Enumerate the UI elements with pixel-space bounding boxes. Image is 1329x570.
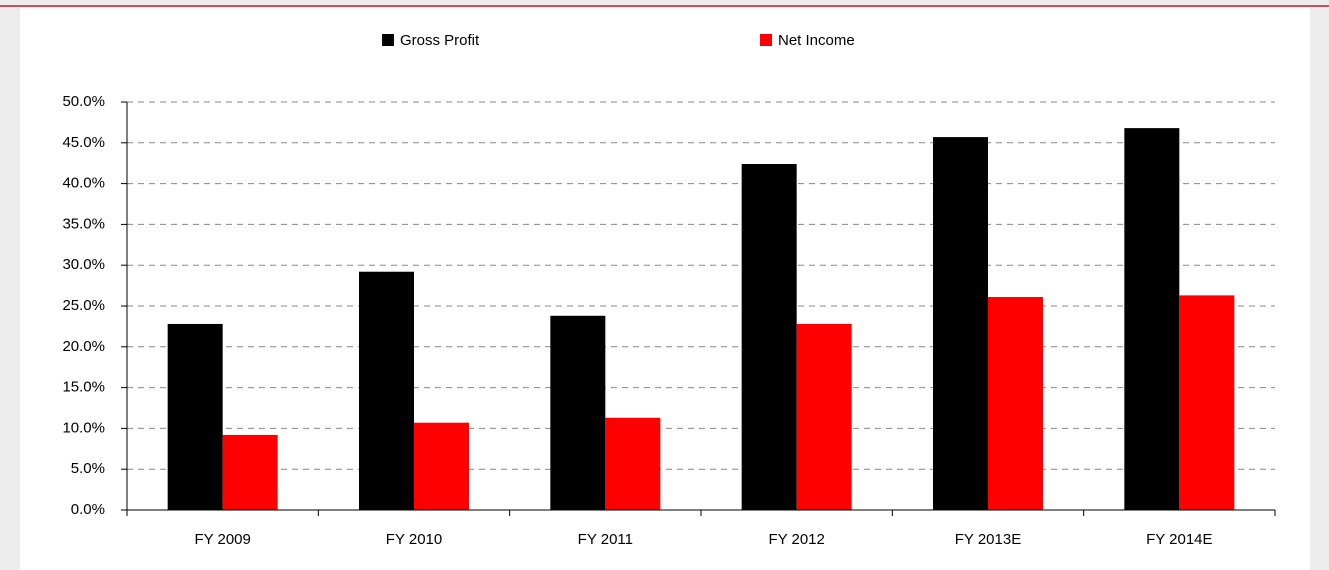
y-tick-label: 0.0% xyxy=(71,501,105,518)
bar xyxy=(988,297,1043,510)
bar xyxy=(933,137,988,510)
x-tick-label: FY 2013E xyxy=(955,531,1021,548)
y-tick-label: 50.0% xyxy=(62,93,105,110)
y-tick-label: 40.0% xyxy=(62,175,105,192)
bar xyxy=(550,315,606,510)
bar xyxy=(359,271,414,510)
legend-swatch xyxy=(382,34,394,46)
legend-swatch xyxy=(760,34,772,46)
y-tick-label: 45.0% xyxy=(62,134,105,151)
bar xyxy=(1124,128,1180,510)
y-tick-label: 25.0% xyxy=(62,297,105,314)
bar xyxy=(741,164,797,511)
y-tick-label: 20.0% xyxy=(62,338,105,355)
bar xyxy=(222,434,278,510)
y-tick-label: 15.0% xyxy=(62,379,105,396)
y-tick-label: 5.0% xyxy=(71,460,105,477)
y-tick-label: 10.0% xyxy=(62,419,105,436)
x-tick-label: FY 2010 xyxy=(386,531,442,548)
x-tick-label: FY 2014E xyxy=(1146,531,1212,548)
legend-label: Net Income xyxy=(778,32,855,49)
y-tick-label: 35.0% xyxy=(62,215,105,232)
bar xyxy=(414,422,469,510)
bar xyxy=(605,417,661,510)
y-tick-label: 30.0% xyxy=(62,256,105,273)
bar xyxy=(167,323,223,510)
bar xyxy=(796,323,852,510)
x-tick-label: FY 2012 xyxy=(768,531,824,548)
legend-label: Gross Profit xyxy=(400,32,480,49)
x-tick-label: FY 2009 xyxy=(194,531,250,548)
bar xyxy=(1179,295,1235,510)
x-tick-label: FY 2011 xyxy=(578,531,633,548)
